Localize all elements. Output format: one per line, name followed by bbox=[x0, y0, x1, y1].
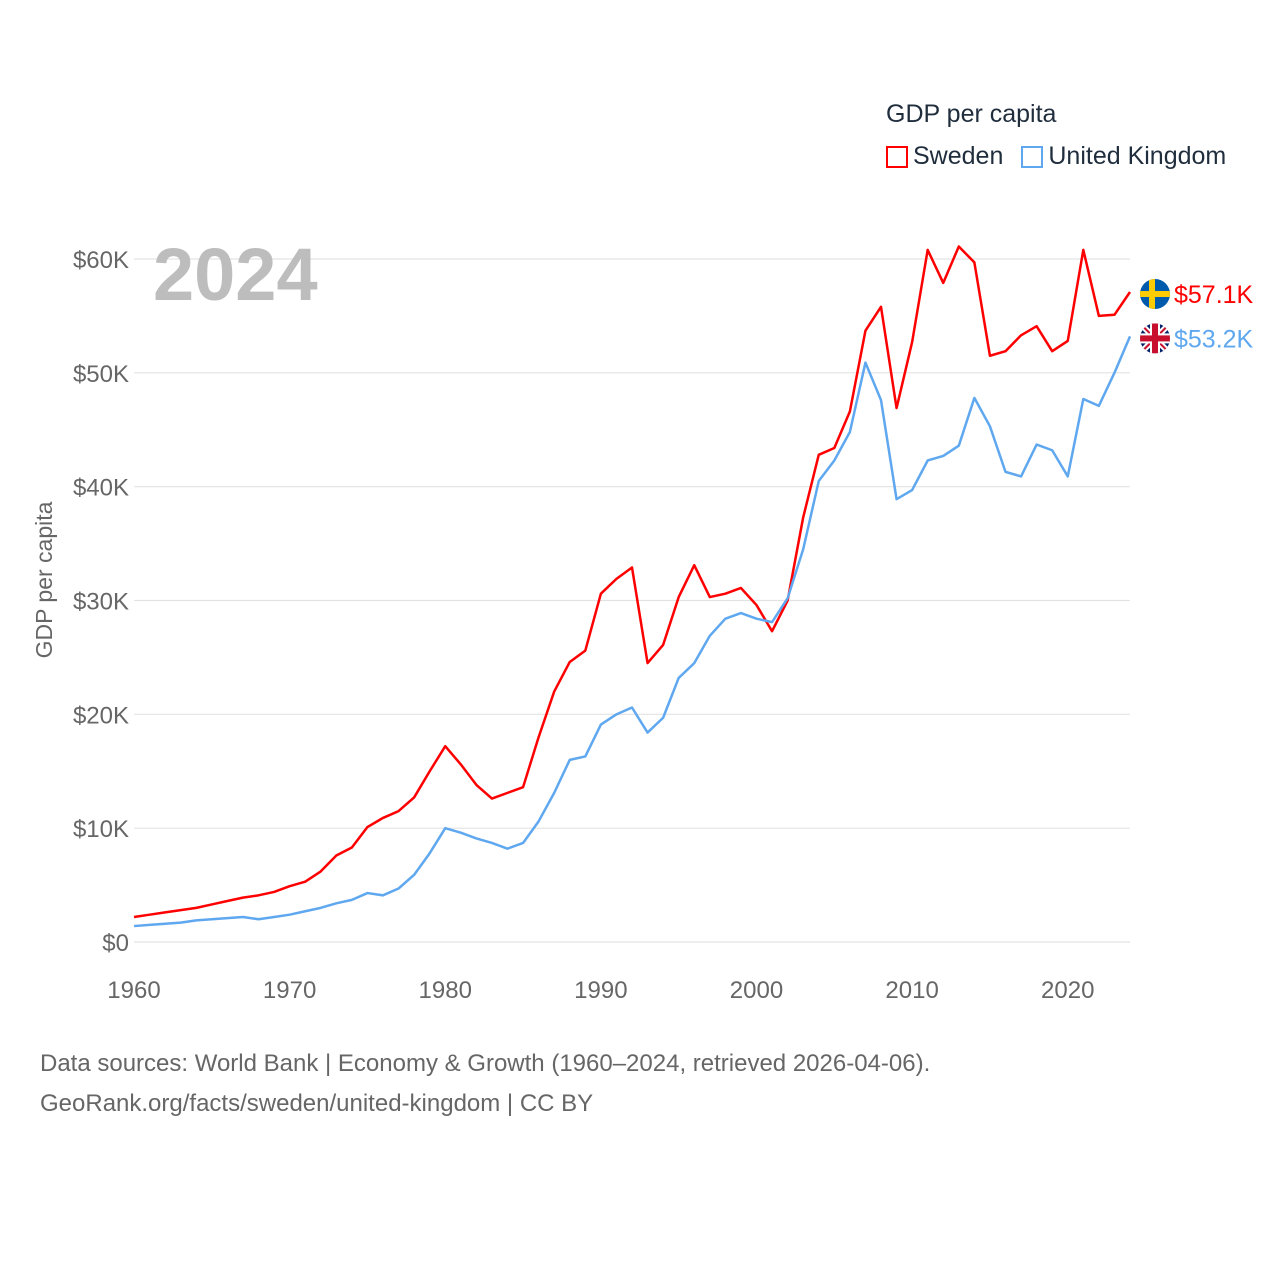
legend-swatch-united-kingdom bbox=[1021, 145, 1044, 168]
source-link[interactable]: GeoRank.org/facts/sweden/united-kingdom … bbox=[40, 1090, 594, 1117]
series-line-sweden bbox=[133, 245, 1132, 919]
legend-item-united-kingdom[interactable]: United Kingdom bbox=[1021, 142, 1226, 171]
legend: Sweden United Kingdom bbox=[886, 142, 1226, 171]
y-tick-label: $60K bbox=[73, 247, 129, 274]
footer: Data sources: World Bank | Economy & Gro… bbox=[40, 1044, 930, 1124]
sweden-flag-icon bbox=[1140, 279, 1170, 310]
x-tick-label: 1960 bbox=[107, 977, 160, 1004]
y-axis-label: GDP per capita bbox=[31, 501, 57, 658]
x-tick-label: 1980 bbox=[419, 977, 472, 1004]
series-line-united-kingdom bbox=[133, 335, 1132, 928]
x-tick-label: 1990 bbox=[574, 977, 627, 1004]
y-tick-label: $40K bbox=[73, 475, 129, 502]
data-sources-text: Data sources: World Bank | Economy & Gro… bbox=[40, 1050, 931, 1077]
x-tick-label: 2000 bbox=[730, 977, 783, 1004]
end-value-label: $57.1K bbox=[1174, 281, 1254, 309]
legend-title: GDP per capita bbox=[886, 100, 1057, 128]
legend-swatch-sweden bbox=[886, 145, 908, 168]
y-tick-label: $0 bbox=[102, 930, 129, 957]
legend-label-united-kingdom: United Kingdom bbox=[1048, 142, 1227, 170]
uk-flag-icon bbox=[1140, 323, 1170, 354]
x-tick-label: 2010 bbox=[885, 977, 938, 1004]
y-tick-label: $20K bbox=[73, 702, 129, 729]
y-tick-label: $50K bbox=[73, 361, 129, 388]
x-tick-label: 1970 bbox=[263, 977, 316, 1004]
y-tick-label: $10K bbox=[73, 816, 129, 843]
legend-item-sweden[interactable]: Sweden bbox=[886, 142, 1003, 171]
y-tick-label: $30K bbox=[73, 589, 129, 616]
legend-label-sweden: Sweden bbox=[913, 142, 1004, 170]
year-label: 2024 bbox=[153, 233, 318, 316]
x-tick-label: 2020 bbox=[1041, 977, 1094, 1004]
end-value-label: $53.2K bbox=[1174, 325, 1254, 353]
